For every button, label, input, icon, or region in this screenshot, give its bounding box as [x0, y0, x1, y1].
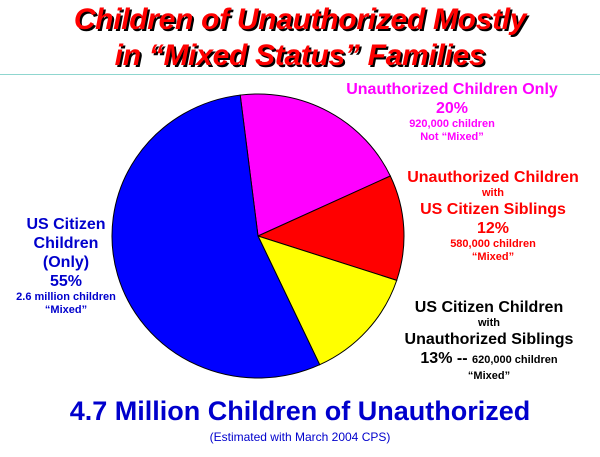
label-us-sib-percent-row: 13% -- 620,000 children: [392, 349, 586, 370]
chart-note: (Estimated with March 2004 CPS): [209, 430, 391, 444]
label-us-sib-title-2: Unauthorized Siblings: [404, 331, 574, 348]
label-unauthorized-sib-status: “Mixed”: [471, 251, 515, 263]
label-unauthorized-sib-with: with: [482, 187, 504, 199]
label-us-only-count: 2.6 million children: [16, 291, 116, 303]
label-us-sib-title: US Citizen Children: [414, 299, 564, 316]
chart-subtitle: 4.7 Million Children of Unauthorized: [69, 396, 531, 426]
label-unauthorized-only-count: 920,000 children: [409, 118, 495, 130]
pie-slice-us-citizen-only: [111, 94, 321, 379]
label-unauthorized-with-us-siblings: Unauthorized Children with US Citizen Si…: [393, 168, 593, 264]
label-unauthorized-sib-count: 580,000 children: [450, 238, 536, 250]
label-us-only-status: “Mixed”: [44, 304, 88, 316]
label-us-sib-count: 620,000 children: [471, 354, 558, 366]
label-us-only-percent: 55%: [49, 273, 83, 290]
label-us-citizen-with-unauthorized-siblings: US Citizen Children with Unauthorized Si…: [392, 298, 586, 383]
label-us-sib-percent: 13% --: [420, 350, 468, 367]
label-unauthorized-only-status: Not “Mixed”: [420, 131, 484, 143]
label-us-only-line-3: (Only): [42, 254, 90, 271]
pie-slice-unauthorized-with-us-siblings: [256, 175, 405, 281]
chart-title: Children of Unauthorized Mostly in “Mixe…: [0, 2, 600, 74]
label-unauthorized-sib-title-2: US Citizen Siblings: [420, 201, 566, 218]
label-unauthorized-only-title: Unauthorized Children Only: [346, 81, 558, 98]
title-line-1: Children of Unauthorized Mostly: [73, 3, 527, 36]
label-unauthorized-sib-percent: 12%: [476, 220, 510, 237]
title-line-2: in “Mixed Status” Families: [114, 39, 486, 72]
title-divider: [0, 74, 600, 75]
pie-slice-us-citizen-with-unauthorized-siblings: [257, 235, 398, 366]
label-us-sib-status: “Mixed”: [467, 370, 511, 382]
label-unauthorized-only-percent: 20%: [435, 100, 469, 117]
label-us-only-line-2: Children: [33, 235, 99, 252]
pie-slice-unauthorized-only: [239, 93, 391, 237]
label-unauthorized-sib-title: Unauthorized Children: [407, 169, 579, 186]
label-unauthorized-only: Unauthorized Children Only 20% 920,000 c…: [318, 80, 586, 144]
label-us-only-line-1: US Citizen: [26, 216, 106, 233]
label-us-citizen-only: US Citizen Children (Only) 55% 2.6 milli…: [0, 215, 132, 317]
label-us-sib-with: with: [478, 317, 500, 329]
